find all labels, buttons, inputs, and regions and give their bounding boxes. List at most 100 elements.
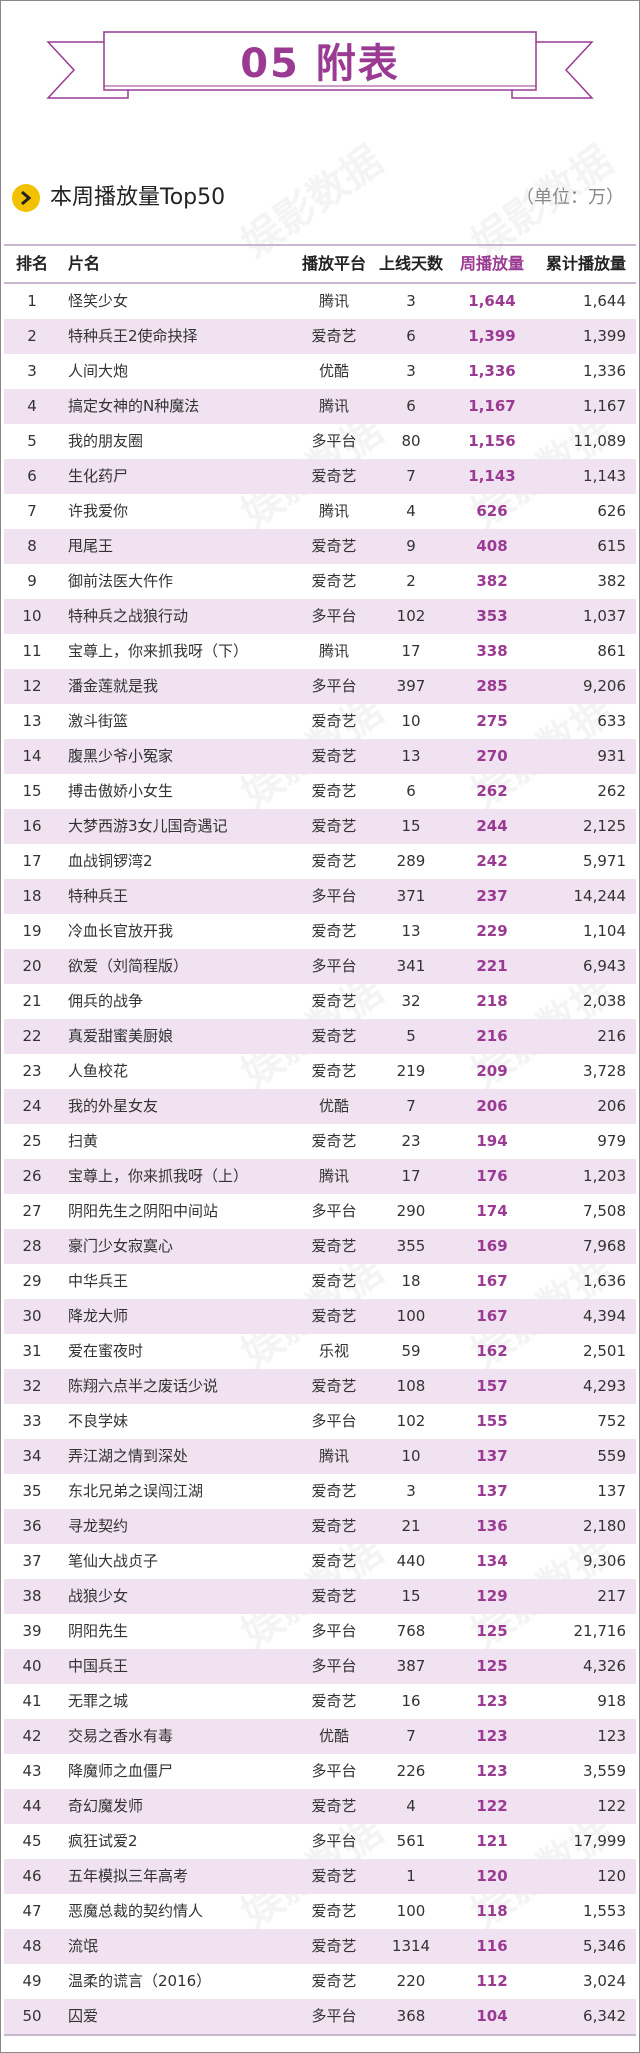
- table-cell: 多平台: [311, 432, 357, 450]
- table-cell: 285: [476, 677, 508, 695]
- table-row: 38 战狼少女 爱奇艺 15 129 217: [4, 1579, 636, 1614]
- table-cell: 242: [476, 852, 508, 870]
- table-cell: 262: [476, 782, 508, 800]
- table-cell: 397: [396, 677, 426, 695]
- table-cell: 1,336: [583, 362, 626, 380]
- table-cell: 3: [406, 1482, 416, 1500]
- table-cell: 137: [597, 1482, 626, 1500]
- table-cell: 1,203: [583, 1167, 626, 1185]
- table-cell: 38: [22, 1587, 42, 1605]
- table-cell: 39: [22, 1622, 42, 1640]
- column-header: 上线天数: [378, 254, 443, 273]
- table-cell: 血战铜锣湾2: [68, 852, 153, 870]
- table-cell: 9,206: [583, 677, 626, 695]
- table-cell: 我的朋友圈: [68, 432, 144, 450]
- table-cell: 无罪之城: [68, 1692, 129, 1710]
- table-cell: 宝尊上，你来抓我呀（下）: [68, 642, 249, 660]
- table-cell: 多平台: [311, 607, 357, 625]
- table-cell: 9: [27, 572, 37, 590]
- table-cell: 腾讯: [318, 502, 349, 520]
- table-cell: 27: [22, 1202, 42, 1220]
- table-cell: 交易之香水有毒: [68, 1727, 174, 1745]
- table-cell: 6: [406, 327, 416, 345]
- column-header: 排名: [15, 254, 48, 273]
- table-cell: 2,501: [583, 1342, 626, 1360]
- title-ribbon: 05 附表: [0, 0, 640, 120]
- table-cell: 13: [401, 747, 421, 765]
- table-cell: 221: [476, 957, 508, 975]
- ranking-table: 排名 片名 播放平台 上线天数 周播放量 累计播放量 1 怪笑少女 腾讯 3 1,644…: [4, 244, 636, 2036]
- table-cell: 腾讯: [318, 397, 349, 415]
- table-cell: 11: [22, 642, 42, 660]
- table-cell: 扫黄: [68, 1132, 99, 1150]
- table-cell: 387: [396, 1657, 426, 1675]
- table-cell: 275: [476, 712, 508, 730]
- table-cell: 35: [22, 1482, 42, 1500]
- table-row: 13 激斗街篮 爱奇艺 10 275 633: [4, 704, 636, 739]
- table-cell: 多平台: [311, 1622, 357, 1640]
- table-cell: 209: [476, 1062, 508, 1080]
- table-row: 21 佣兵的战争 爱奇艺 32 218 2,038: [4, 984, 636, 1019]
- unit-label: （单位：万）: [516, 187, 624, 208]
- table-cell: 1,037: [583, 607, 626, 625]
- table-cell: 5,971: [583, 852, 626, 870]
- table-cell: 爱奇艺: [311, 327, 357, 345]
- table-row: 26 宝尊上，你来抓我呀（上） 腾讯 17 176 1,203: [4, 1159, 636, 1194]
- table-cell: 佣兵的战争: [68, 992, 144, 1010]
- table-cell: 乐视: [318, 1342, 349, 1360]
- table-cell: 4,394: [583, 1307, 626, 1325]
- table-row: 28 豪门少女寂寞心 爱奇艺 355 169 7,968: [4, 1229, 636, 1264]
- table-cell: 爱奇艺: [311, 992, 357, 1010]
- table-cell: 100: [396, 1902, 426, 1920]
- table-cell: 47: [22, 1902, 42, 1920]
- table-cell: 3: [406, 362, 416, 380]
- table-cell: 搏击傲娇小女生: [68, 782, 174, 800]
- table-cell: 22: [22, 1027, 42, 1045]
- table-cell: 1,167: [583, 397, 626, 415]
- table-cell: 爱奇艺: [311, 1482, 357, 1500]
- table-cell: 大梦西游3女儿国奇遇记: [68, 817, 228, 835]
- table-cell: 阴阳先生之阴阳中间站: [68, 1202, 219, 1220]
- table-cell: 御前法医大仵作: [68, 572, 174, 590]
- table-row: 33 不良学妹 多平台 102 155 752: [4, 1404, 636, 1439]
- table-cell: 102: [396, 607, 426, 625]
- table-cell: 4: [406, 1797, 416, 1815]
- table-cell: 特种兵王2使命抉择: [68, 327, 198, 345]
- table-row: 9 御前法医大仵作 爱奇艺 2 382 382: [4, 564, 636, 599]
- table-row: 22 真爱甜蜜美厨娘 爱奇艺 5 216 216: [4, 1019, 636, 1054]
- table-cell: 战狼少女: [68, 1587, 129, 1605]
- table-cell: 冷血长官放开我: [68, 922, 174, 940]
- table-cell: 32: [401, 992, 421, 1010]
- table-row: 47 恶魔总裁的契约情人 爱奇艺 100 118 1,553: [4, 1894, 636, 1929]
- table-cell: 1,156: [468, 432, 516, 450]
- table-cell: 爱奇艺: [311, 1307, 357, 1325]
- table-cell: 28: [22, 1237, 42, 1255]
- table-cell: 137: [476, 1447, 508, 1465]
- table-cell: 371: [396, 887, 426, 905]
- table-cell: 626: [597, 502, 626, 520]
- table-cell: 26: [22, 1167, 42, 1185]
- table-cell: 1,644: [583, 292, 626, 310]
- table-cell: 129: [476, 1587, 508, 1605]
- table-cell: 100: [396, 1307, 426, 1325]
- table-body: 1 怪笑少女 腾讯 3 1,644 1,644 2 特种兵王2使命抉择 爱奇艺 6 1,399 1,3…: [4, 284, 636, 2034]
- table-row: 17 血战铜锣湾2 爱奇艺 289 242 5,971: [4, 844, 636, 879]
- table-cell: 244: [476, 817, 508, 835]
- table-cell: 14: [22, 747, 42, 765]
- table-cell: 219: [396, 1062, 426, 1080]
- table-cell: 206: [476, 1097, 508, 1115]
- table-cell: 174: [476, 1202, 508, 1220]
- table-row: 31 爱在蜜夜时 乐视 59 162 2,501: [4, 1334, 636, 1369]
- table-cell: 1: [406, 1867, 416, 1885]
- table-cell: 6: [406, 397, 416, 415]
- table-cell: 80: [401, 432, 421, 450]
- table-cell: 激斗街篮: [68, 712, 129, 730]
- table-cell: 108: [396, 1377, 426, 1395]
- table-cell: 不良学妹: [68, 1412, 129, 1430]
- table-cell: 7,508: [583, 1202, 626, 1220]
- table-cell: 陈翔六点半之废话少说: [68, 1377, 219, 1395]
- table-cell: 弄江湖之情到深处: [68, 1447, 189, 1465]
- table-cell: 豪门少女寂寞心: [68, 1237, 174, 1255]
- table-cell: 118: [476, 1902, 508, 1920]
- table-cell: 216: [597, 1027, 626, 1045]
